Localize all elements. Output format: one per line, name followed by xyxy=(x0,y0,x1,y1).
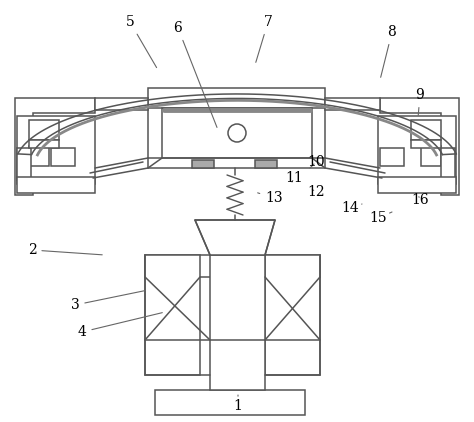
Bar xyxy=(441,148,455,180)
Bar xyxy=(95,98,148,110)
Text: 5: 5 xyxy=(126,15,156,68)
Bar xyxy=(29,120,59,140)
Text: 7: 7 xyxy=(256,15,273,62)
Bar xyxy=(17,148,31,180)
Text: 12: 12 xyxy=(307,185,325,199)
Bar xyxy=(378,116,456,184)
Text: 3: 3 xyxy=(71,291,145,312)
Text: 11: 11 xyxy=(285,171,303,185)
Bar xyxy=(29,140,59,148)
Bar xyxy=(380,148,404,166)
Polygon shape xyxy=(15,98,95,195)
Text: 4: 4 xyxy=(78,313,162,339)
Bar xyxy=(148,88,325,168)
Bar xyxy=(255,160,277,168)
Text: 15: 15 xyxy=(369,211,392,225)
Bar xyxy=(17,177,95,193)
Bar xyxy=(29,146,49,166)
Bar xyxy=(378,177,456,193)
Bar xyxy=(265,255,320,375)
Text: 1: 1 xyxy=(234,395,242,413)
Text: 6: 6 xyxy=(173,21,217,127)
Text: 2: 2 xyxy=(27,243,102,257)
Bar xyxy=(17,116,95,184)
Bar xyxy=(162,108,312,158)
Polygon shape xyxy=(195,220,275,255)
Bar xyxy=(411,120,441,140)
Bar xyxy=(210,255,265,390)
Text: 8: 8 xyxy=(381,25,396,77)
Bar xyxy=(145,255,320,277)
Bar xyxy=(325,98,380,110)
Text: 10: 10 xyxy=(307,155,325,169)
Text: 13: 13 xyxy=(258,191,283,205)
Polygon shape xyxy=(380,98,459,195)
Bar xyxy=(51,148,75,166)
Bar xyxy=(192,160,214,168)
Bar xyxy=(411,140,441,148)
Text: 9: 9 xyxy=(416,88,424,115)
Bar xyxy=(421,146,441,166)
Text: 16: 16 xyxy=(411,193,429,207)
Bar xyxy=(155,390,305,415)
Bar xyxy=(145,255,200,375)
Text: 14: 14 xyxy=(341,201,362,215)
